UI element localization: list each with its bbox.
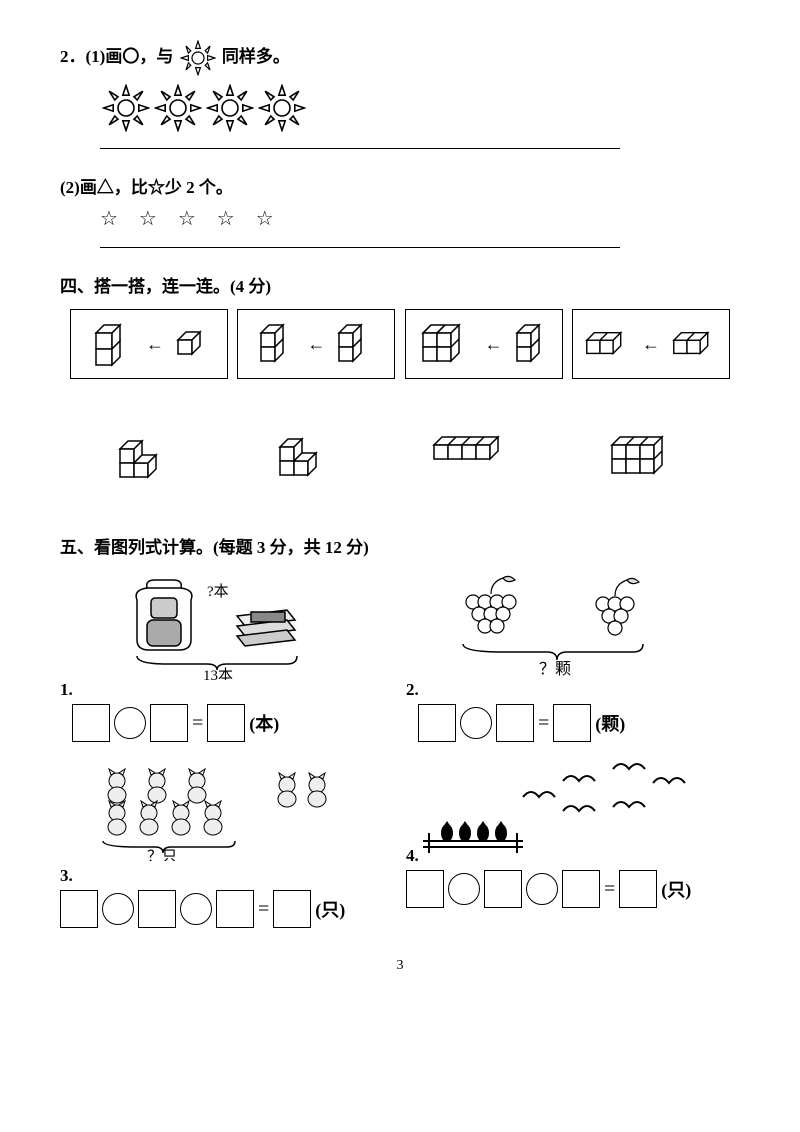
equals-sign: = [258,898,269,921]
sun-icon [154,84,202,132]
cube-combo-1-icon [114,429,186,493]
eq-op-circle[interactable] [180,893,212,925]
eq-box[interactable] [562,870,600,908]
svg-text:?本: ?本 [207,583,229,600]
cube-box-3: ← [405,309,563,379]
svg-text:？只: ？只 [147,849,177,861]
q5-1-picture: ?本 13本 [107,570,347,680]
cube-combo-4-icon [608,429,686,489]
eq-box[interactable] [496,704,534,742]
q5-2-picture: ？颗 [423,570,723,680]
q5-1-num: 1. [60,680,73,700]
cube-bottom-row [70,429,730,493]
eq-box[interactable] [619,870,657,908]
q5-1-equation[interactable]: = (本) [72,704,394,742]
cube-1-icon [174,328,206,360]
question-2-1: 2．(1)画〇，与 同样多。 [60,40,740,76]
q2-1-suffix: 同样多。 [222,47,290,66]
sun-icon [102,84,150,132]
q5-3-equation[interactable]: = (只) [60,890,394,928]
q5-1-unit: (本) [249,710,279,736]
q2-1-prefix: 2．(1)画〇，与 [60,47,173,66]
eq-op-circle[interactable] [460,707,492,739]
svg-text:13本: 13本 [203,667,233,680]
eq-box[interactable] [60,890,98,928]
sun-icon [206,84,254,132]
q5-2: ？颗 2. = (颗) [406,570,740,742]
cube-combo-3-icon [430,429,520,473]
cube-stack-2-icon [513,317,549,371]
svg-text:？颗: ？颗 [539,660,571,678]
q5-3-unit: (只) [315,896,345,922]
section-5-title: 五、看图列式计算。(每题 3 分，共 12 分) [60,533,740,558]
cube-top-row: ← ← [70,309,730,379]
cube-stack-2-icon [335,317,375,371]
q2-2-text: (2)画△，比☆少 2 个。 [60,173,740,198]
eq-box[interactable] [273,890,311,928]
cube-box-4: ← [572,309,730,379]
section-4-title: 四、搭一搭，连一连。(4 分) [60,272,740,297]
equals-sign: = [192,712,203,735]
q5-2-unit: (颗) [595,710,625,736]
cube-stack-2-icon [92,317,136,371]
eq-op-circle[interactable] [102,893,134,925]
q5-4-picture [413,761,733,861]
q5-3-picture: ？只 [77,761,377,861]
q5-4: 4. = (只) [406,756,740,928]
q5-4-unit: (只) [661,876,691,902]
eq-box[interactable] [484,870,522,908]
eq-op-circle[interactable] [448,873,480,905]
cube-box-2: ← [237,309,395,379]
q5-2-equation[interactable]: = (颗) [418,704,740,742]
cube-2x2-icon [419,317,475,371]
cube-row-2-icon [670,326,719,362]
eq-op-circle[interactable] [114,707,146,739]
page-number: 3 [60,958,740,974]
answer-line-1 [100,148,620,149]
q5-2-num: 2. [406,680,419,700]
cube-combo-2-icon [274,429,342,489]
eq-op-circle[interactable] [526,873,558,905]
cube-stack-2-icon [257,317,297,371]
eq-box[interactable] [150,704,188,742]
star-row: ☆ ☆ ☆ ☆ ☆ [100,206,740,231]
eq-box[interactable] [553,704,591,742]
q5-4-equation[interactable]: = (只) [406,870,740,908]
eq-box[interactable] [216,890,254,928]
sun-row [100,84,740,132]
equals-sign: = [538,712,549,735]
eq-box[interactable] [207,704,245,742]
cube-row-2-icon [583,326,632,362]
equals-sign: = [604,878,615,901]
q5-3: ？只 3. = (只) [60,756,394,928]
sun-icon-inline [180,40,216,76]
eq-box[interactable] [72,704,110,742]
q5-3-num: 3. [60,866,73,886]
eq-box[interactable] [138,890,176,928]
eq-box[interactable] [418,704,456,742]
q5-1: ?本 13本 1. = (本) [60,570,394,742]
eq-box[interactable] [406,870,444,908]
sun-icon [258,84,306,132]
answer-line-2 [100,247,620,248]
cube-box-1: ← [70,309,228,379]
